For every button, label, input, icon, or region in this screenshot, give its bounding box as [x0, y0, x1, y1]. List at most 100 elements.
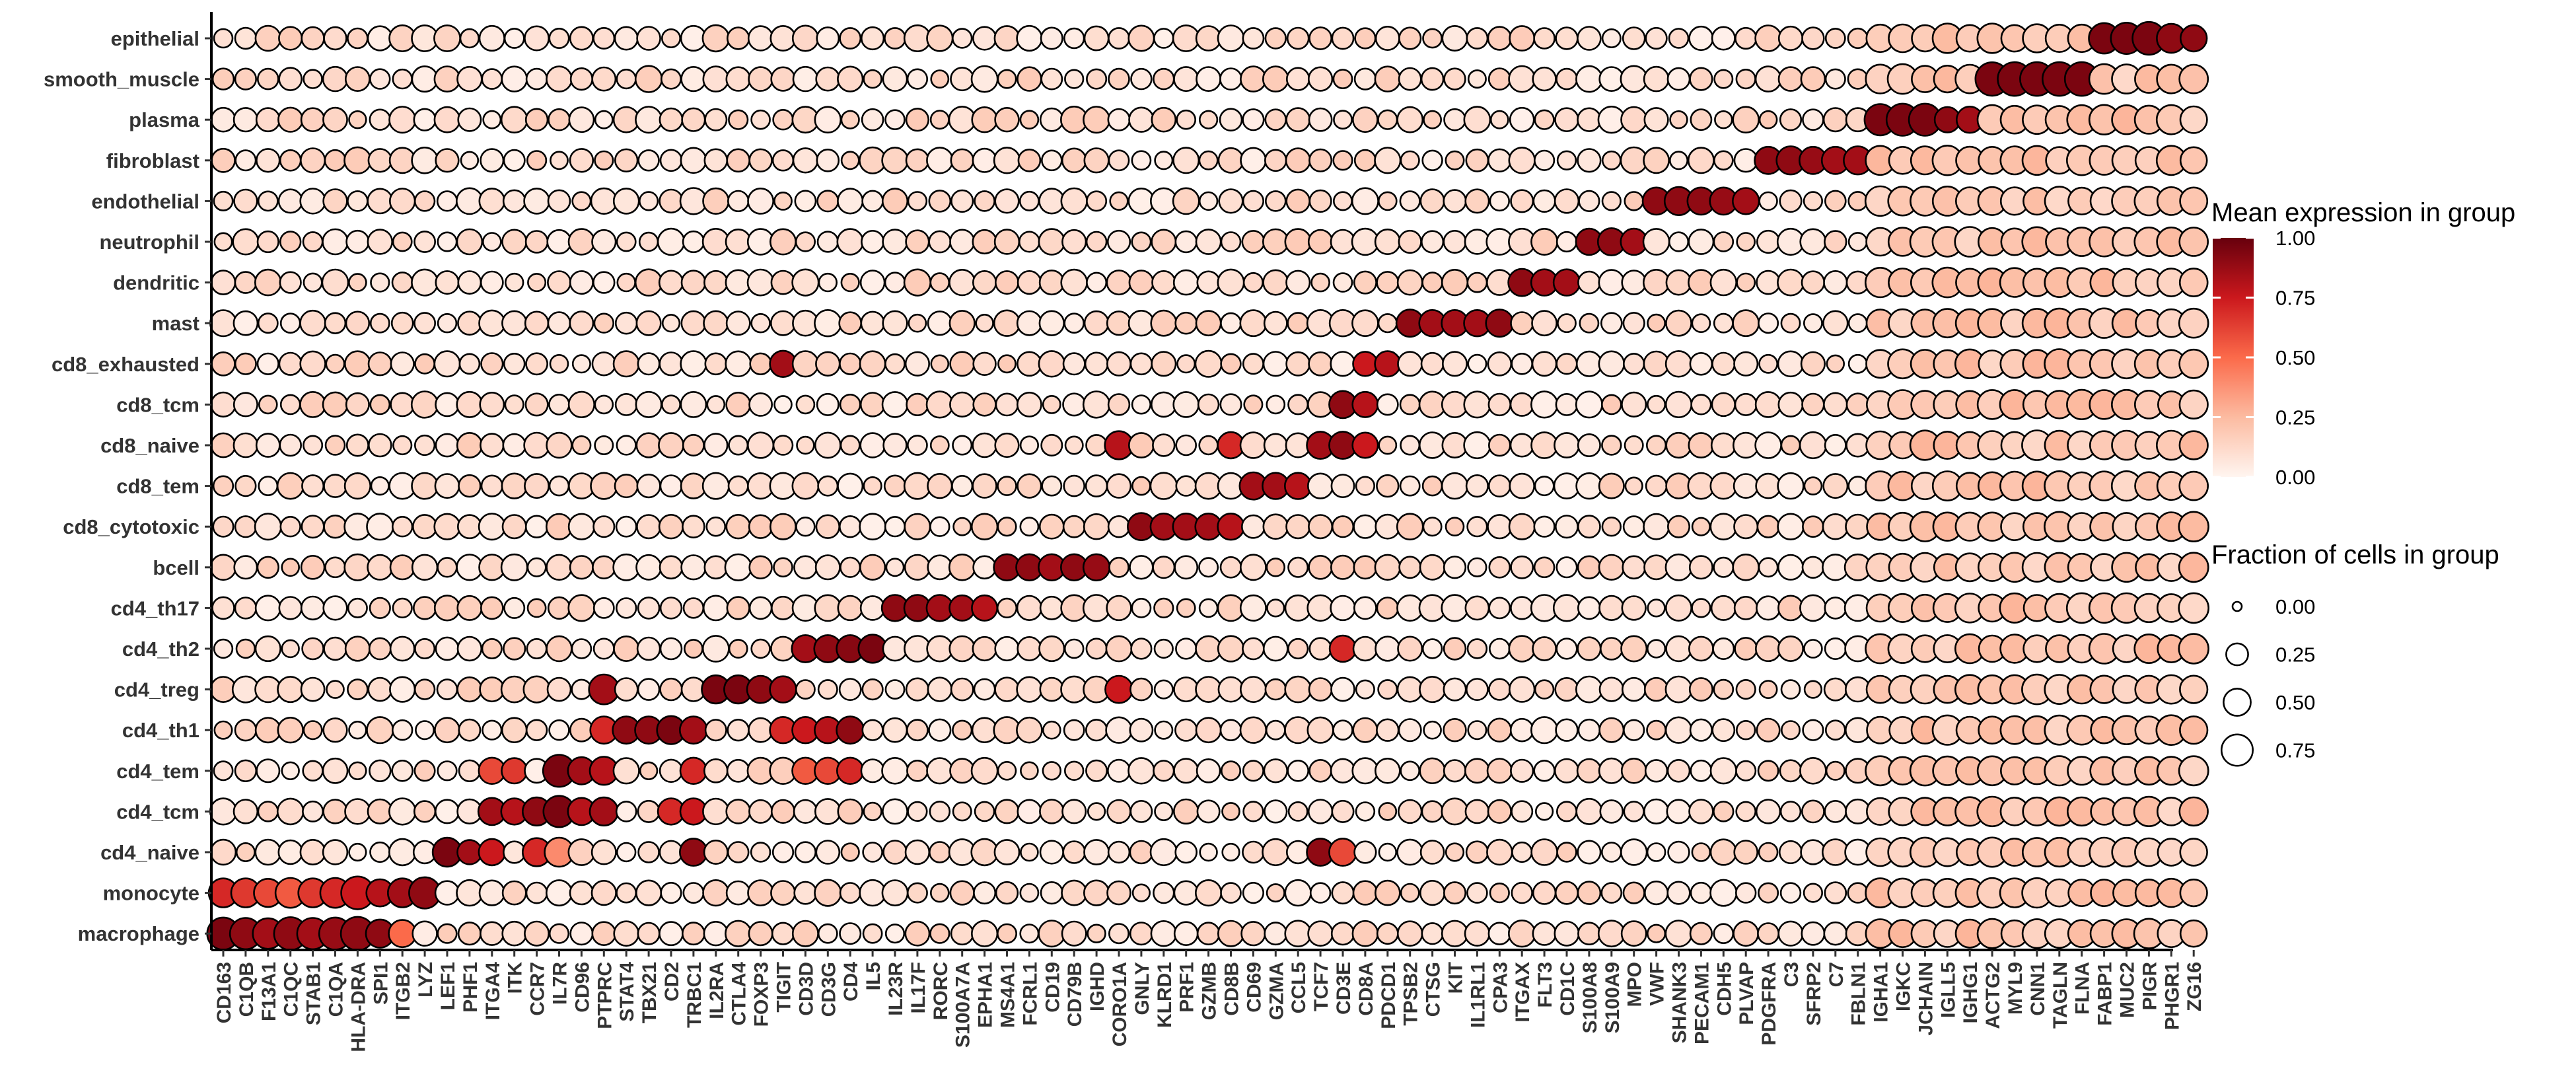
dot-cd8-naive-ccr7: [523, 431, 550, 459]
dot-cd4-th1-pdcd1: [1376, 718, 1400, 742]
dot-macrophage-ms4a1: [997, 923, 1018, 944]
dot-cd4-th2-cd8a: [1352, 636, 1378, 662]
dot-fibroblast-pdcd1: [1374, 147, 1402, 174]
dot-cd8-naive-cd69: [1239, 431, 1268, 459]
dot-monocyte-zg16: [2179, 878, 2208, 908]
dot-monocyte-cd96: [569, 880, 594, 906]
dot-cd8-exhausted-cd3g: [815, 351, 841, 377]
dot-neutrophil-plvap: [1736, 232, 1756, 252]
dot-cd4-naive-ctsg: [1419, 840, 1445, 865]
dot-monocyte-c3: [1779, 882, 1802, 904]
dot-cd4-naive-il23r: [882, 840, 908, 865]
dot-plasma-il17f: [905, 108, 929, 132]
dot-cd4-tem-zg16: [2178, 755, 2209, 787]
dot-endothelial-cd69: [1242, 190, 1264, 213]
dot-cd4-th2-kit: [1443, 637, 1467, 661]
dot-endothelial-hla-dra: [347, 190, 369, 212]
dot-cd4-th17-tigit: [771, 595, 796, 620]
dot-fibroblast-stab1: [300, 147, 326, 174]
dot-cd4-treg-tcf7: [1308, 677, 1333, 702]
dot-neutrophil-f13a1: [256, 230, 279, 254]
dot-mast-itgb2: [390, 311, 414, 335]
dot-fibroblast-s100a9: [1601, 150, 1622, 170]
dot-cd8-naive-itgax: [1509, 433, 1534, 458]
dot-cd4-th1-mpo: [1623, 719, 1645, 741]
dot-smooth-muscle-foxp3: [748, 66, 773, 92]
dot-cd4-tem-mpo: [1620, 758, 1647, 784]
dot-cd4-th1-cd69: [1239, 716, 1268, 744]
dot-epithelial-cpa3: [1487, 26, 1513, 51]
dot-cd4-th17-itga4: [480, 596, 504, 620]
dot-cd4-tcm-epha1: [974, 801, 995, 822]
dot-cd4-th1-c1qa: [322, 717, 348, 743]
dot-cd4-tem-cdh5: [1709, 757, 1737, 785]
dot-bcell-ighd: [1082, 553, 1111, 581]
dot-dendritic-f13a1: [254, 268, 282, 297]
dot-monocyte-epha1: [973, 881, 997, 905]
dot-cd4-th1-foxp3: [748, 717, 774, 743]
dot-fibroblast-cd2: [659, 149, 683, 172]
dot-cd8-tem-itk: [501, 472, 528, 499]
dot-macrophage-itgax: [1508, 919, 1536, 948]
dot-plasma-kit: [1443, 108, 1466, 131]
dot-cd4-tcm-hla-dra: [344, 798, 371, 825]
dot-cd8-exhausted-trbc1: [680, 350, 707, 378]
dot-bcell-zg16: [2178, 552, 2209, 583]
dot-bcell-tcf7: [1308, 554, 1333, 580]
dot-dendritic-il2ra: [703, 270, 729, 295]
dot-epithelial-il5: [860, 26, 885, 51]
dot-cd8-exhausted-s100a8: [1575, 350, 1602, 377]
dot-cd4-naive-cd163: [209, 838, 237, 866]
dot-macrophage-s100a9: [1597, 920, 1626, 948]
dot-macrophage-pecam1: [1689, 922, 1713, 945]
dot-cd4-th2-cd163: [213, 638, 234, 659]
dot-plasma-cdh5: [1714, 110, 1733, 129]
dot-endothelial-s100a8: [1578, 190, 1600, 213]
dot-macrophage-tpsb2: [1396, 920, 1423, 947]
dot-dendritic-il5: [859, 270, 886, 295]
dot-cd4-th17-c1qc: [278, 596, 303, 620]
dot-cd4-treg-gzma: [1264, 678, 1287, 701]
x-tick-label-tagln: TAGLN: [2050, 962, 2071, 1029]
dot-cd8-cytotoxic-tcf7: [1308, 514, 1334, 540]
dot-cd8-exhausted-il7r: [549, 353, 569, 374]
dot-cd8-tcm-cd8a: [1351, 390, 1379, 418]
dot-cd8-cytotoxic-ctla4: [725, 513, 751, 540]
dot-cd8-naive-lyz: [413, 434, 436, 456]
dot-cd4-naive-pdcd1: [1378, 842, 1398, 862]
dot-cd4-tem-cd4: [836, 756, 865, 785]
y-axis-labels: epithelialsmooth_muscleplasmafibroblaste…: [44, 27, 200, 945]
dot-monocyte-stat4: [616, 882, 637, 904]
dot-cd4-treg-il5: [861, 678, 884, 701]
dot-cd4-th2-c1qb: [235, 638, 256, 659]
x-tick-label-prf1: PRF1: [1176, 962, 1198, 1013]
dot-plasma-hla-dra: [348, 110, 367, 129]
dot-epithelial-lef1: [433, 24, 461, 52]
dot-cd8-exhausted-coro1a: [1106, 351, 1132, 377]
dot-smooth-muscle-kit: [1443, 67, 1466, 91]
dot-smooth-muscle-cd163: [211, 67, 235, 91]
dot-cd8-naive-prf1: [1175, 434, 1197, 456]
x-tick-label-actg2: ACTG2: [1982, 962, 2004, 1029]
dot-dendritic-cd2: [658, 270, 684, 295]
dot-cd4-treg-mpo: [1622, 676, 1647, 702]
dot-cd4-treg-gzmb: [1195, 676, 1223, 704]
dot-epithelial-itk: [503, 28, 525, 49]
dot-neutrophil-flt3: [1530, 227, 1559, 256]
dot-cd8-cytotoxic-cd3g: [815, 514, 841, 539]
dot-bcell-cd1c: [1556, 556, 1578, 579]
dot-fibroblast-cd4: [840, 151, 860, 170]
dot-cd8-tcm-s100a9: [1601, 394, 1622, 416]
dot-cd8-cytotoxic-c1qc: [279, 515, 301, 538]
dot-neutrophil-spi1: [367, 229, 393, 255]
dot-cd4-naive-gzma: [1262, 838, 1290, 867]
dot-cd4-tcm-ighd: [1087, 802, 1106, 821]
dot-cd8-tem-c1qb: [234, 474, 257, 497]
dot-epithelial-ccr7: [524, 25, 550, 52]
dot-cd4-treg-plvap: [1735, 678, 1756, 700]
dot-epithelial-c1qb: [234, 26, 258, 50]
dot-cd4-naive-shank3: [1667, 840, 1690, 864]
dot-bcell-stab1: [300, 554, 326, 580]
dot-epithelial-cd69: [1242, 27, 1265, 50]
dot-endothelial-fcrl1: [1019, 190, 1040, 211]
